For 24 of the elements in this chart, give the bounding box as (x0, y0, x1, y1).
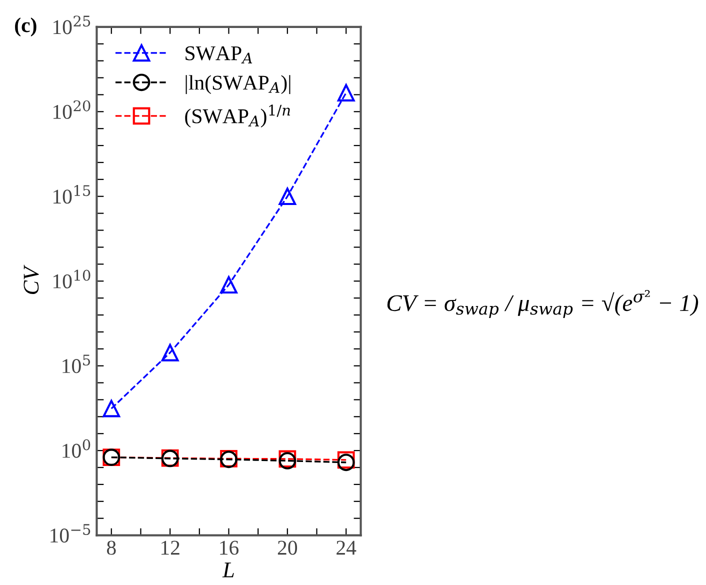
y-tick-label: 10$^{15}$ (53, 185, 90, 204)
y-tick-label: 10$^{−5}$ (50, 524, 90, 543)
point (102, 400, 120, 418)
x-tick-label: 24 (336, 540, 356, 555)
legend-label: SWAP$_{A}$ (186, 46, 252, 64)
point (161, 344, 179, 362)
y-tick-label: 10$^{20}$ (53, 100, 90, 119)
x-tick-label: 20 (278, 540, 298, 555)
y-tick-label: 10$^{5}$ (62, 354, 90, 374)
point (337, 84, 355, 102)
point (278, 188, 296, 206)
point (220, 276, 238, 294)
x-tick-label: 16 (220, 540, 239, 555)
y-tick-label: 10$^{25}$ (53, 16, 90, 34)
text: CV = σ$_{swap}$ / μ$_{swap}$ = √(e$^{σ²}$ − 1) (387, 290, 698, 318)
y-tick-label: 10$^{0}$ (62, 439, 90, 458)
x-tick-label: 12 (161, 540, 180, 555)
x-tick-label: 8 (106, 540, 116, 555)
y-tick-label: 10$^{10}$ (53, 270, 90, 288)
x-axis-title: L (222, 562, 234, 578)
y-axis-title: CV (24, 264, 39, 294)
text: (c) (15, 18, 36, 36)
legend-label: |ln(SWAP$_{A}$)| (186, 75, 290, 94)
legend-label: (SWAP$_{A}$)$^{1/n}$ (185, 104, 290, 128)
